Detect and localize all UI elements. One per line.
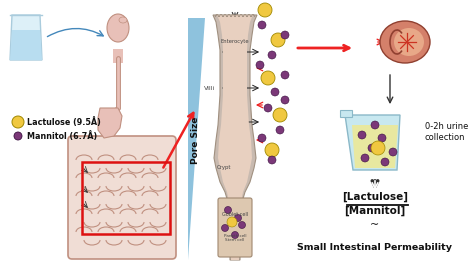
Polygon shape [98,108,122,138]
Text: Enterocyte: Enterocyte [221,40,249,44]
Circle shape [238,221,246,228]
Circle shape [221,224,228,231]
Circle shape [368,144,376,152]
Polygon shape [217,15,253,260]
FancyBboxPatch shape [218,198,252,257]
Circle shape [261,71,275,85]
Circle shape [281,71,289,79]
Ellipse shape [119,17,127,23]
Text: ~: ~ [370,220,380,230]
Ellipse shape [380,21,430,63]
Circle shape [14,132,22,140]
Text: [Mannitol]: [Mannitol] [345,206,406,216]
Polygon shape [10,30,42,60]
Circle shape [231,231,238,238]
Circle shape [371,141,385,155]
Circle shape [268,156,276,164]
Text: Crypt: Crypt [217,166,231,170]
Text: Pore Size: Pore Size [191,116,201,164]
Circle shape [271,33,285,47]
Circle shape [227,217,237,227]
Polygon shape [352,125,398,168]
Polygon shape [340,110,352,117]
Circle shape [12,116,24,128]
Circle shape [268,51,276,59]
Bar [82,162,170,234]
Bar [113,49,123,63]
Text: 0-2h urine
collection: 0-2h urine collection [425,122,468,142]
Polygon shape [10,15,42,60]
Polygon shape [188,18,205,260]
Circle shape [258,134,266,142]
Circle shape [371,121,379,129]
Circle shape [265,143,279,157]
Circle shape [258,3,272,17]
Circle shape [258,21,266,29]
Ellipse shape [107,14,129,42]
Circle shape [271,88,279,96]
Circle shape [381,158,389,166]
Text: Goblet cell: Goblet cell [222,212,248,218]
FancyBboxPatch shape [68,136,176,259]
Text: Villi: Villi [204,85,215,91]
Circle shape [281,31,289,39]
Circle shape [276,126,284,134]
Circle shape [378,134,386,142]
Text: [Lactulose]: [Lactulose] [342,192,408,202]
Circle shape [235,215,241,221]
Text: Mannitol (6.7Å): Mannitol (6.7Å) [27,131,97,141]
Polygon shape [345,115,400,170]
Circle shape [225,207,231,214]
Text: Small Intestinal Permeability: Small Intestinal Permeability [298,244,453,253]
Circle shape [389,148,397,156]
Polygon shape [213,15,257,260]
Ellipse shape [394,28,424,56]
Circle shape [358,131,366,139]
Circle shape [361,154,369,162]
Circle shape [281,96,289,104]
Text: Lactulose (9.5Å): Lactulose (9.5Å) [27,117,101,127]
Circle shape [256,61,264,69]
Circle shape [264,104,272,112]
Text: Paneth cell
Stem cell: Paneth cell Stem cell [224,234,246,243]
Circle shape [273,108,287,122]
